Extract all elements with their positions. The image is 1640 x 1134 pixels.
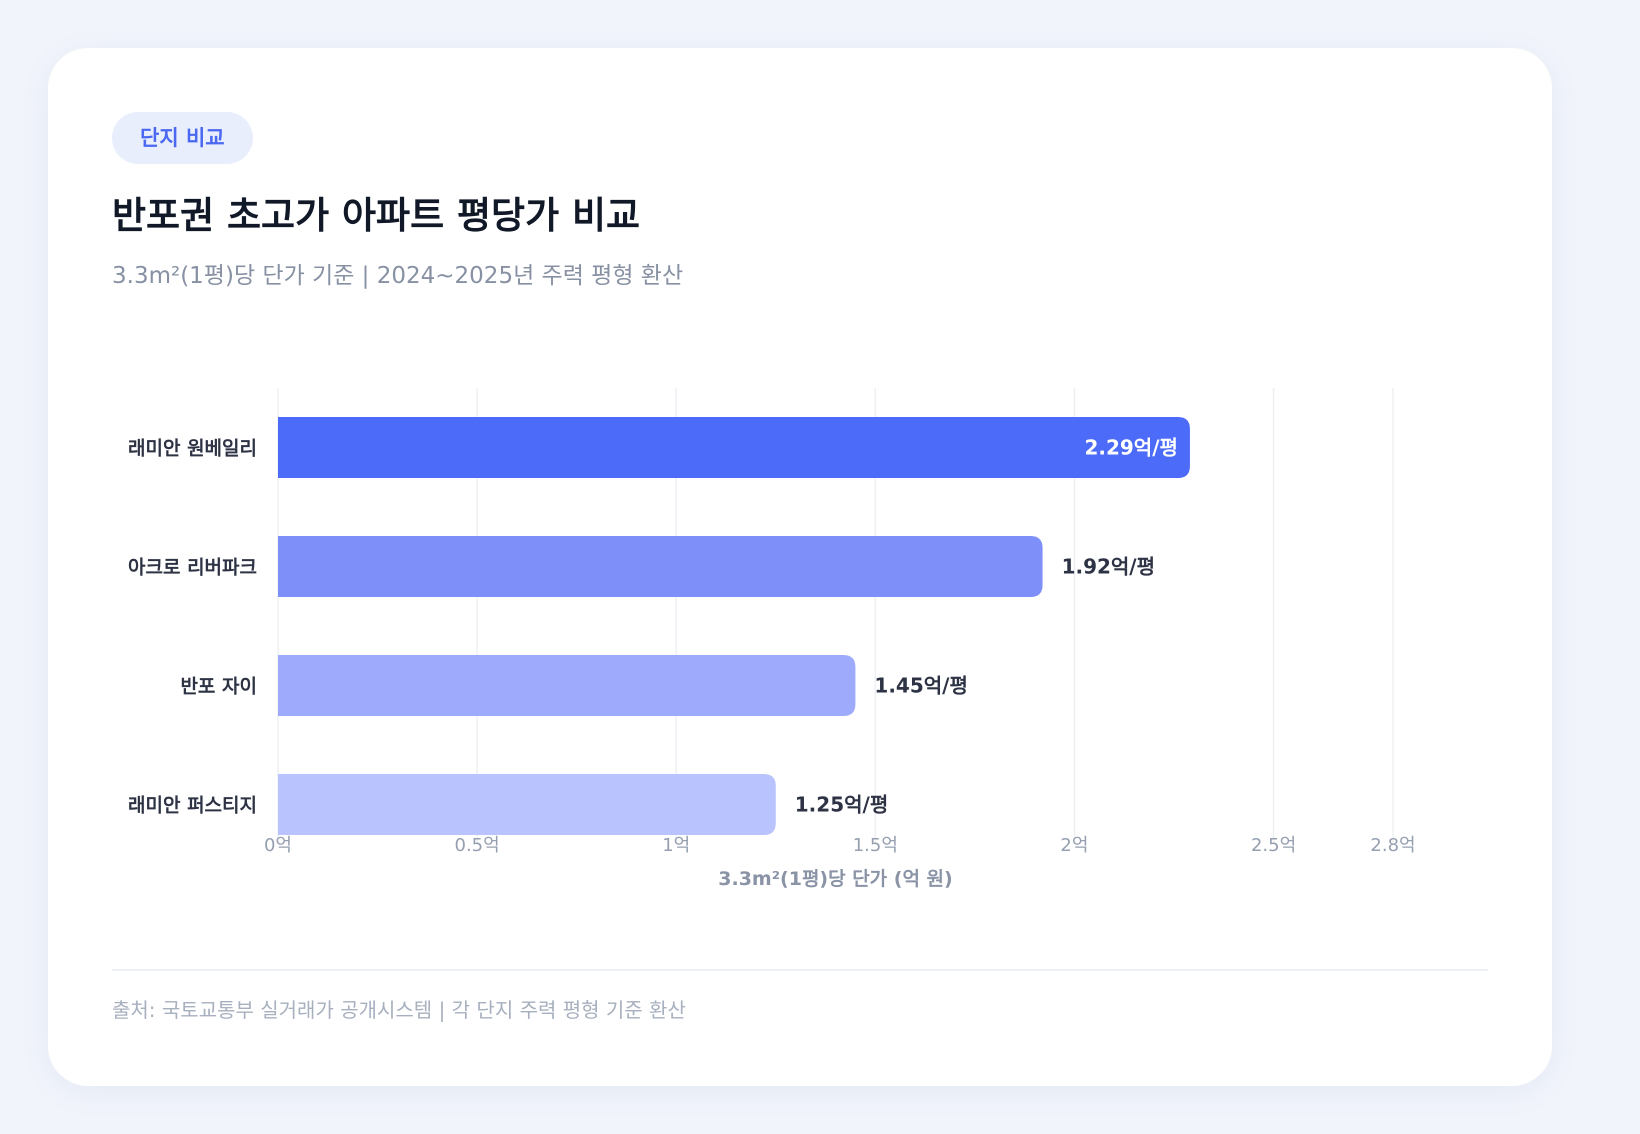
category-label-0: 래미안 원베일리: [128, 438, 257, 460]
x-tick-label-2: 1억: [662, 835, 690, 856]
x-tick-label-1: 0.5억: [455, 835, 500, 856]
chart-subtitle: 3.3m²(1평)당 단가 기준 | 2024~2025년 주력 평형 환산: [112, 263, 684, 289]
x-tick-label-3: 1.5억: [853, 835, 898, 856]
value-label-1: 1.92억/평: [1062, 555, 1155, 579]
chart-title: 반포권 초고가 아파트 평당가 비교: [112, 194, 641, 237]
category-label-3: 래미안 퍼스티지: [128, 795, 257, 817]
x-tick-label-6: 2.8억: [1370, 835, 1415, 856]
category-label-2: 반포 자이: [180, 676, 257, 698]
footer-divider: [112, 969, 1488, 971]
bar-3: [278, 774, 776, 835]
bar-2: [278, 655, 856, 716]
source-note: 출처: 국토교통부 실거래가 공개시스템 | 각 단지 주력 평형 기준 환산: [112, 998, 686, 1022]
bar-0: [278, 417, 1190, 478]
category-label-1: 아크로 리버파크: [128, 557, 257, 579]
x-tick-label-5: 2.5억: [1251, 835, 1296, 856]
value-label-0: 2.29억/평: [1084, 436, 1177, 460]
value-label-2: 1.45억/평: [874, 674, 967, 698]
value-label-3: 1.25억/평: [795, 793, 888, 817]
x-tick-label-4: 2억: [1060, 835, 1088, 856]
chart-card: 단지 비교 반포권 초고가 아파트 평당가 비교 3.3m²(1평)당 단가 기…: [48, 48, 1552, 1086]
x-tick-label-0: 0억: [264, 835, 292, 856]
category-tag: 단지 비교: [112, 112, 253, 164]
x-axis-title: 3.3m²(1평)당 단가 (억 원): [718, 868, 952, 890]
bar-1: [278, 536, 1043, 597]
